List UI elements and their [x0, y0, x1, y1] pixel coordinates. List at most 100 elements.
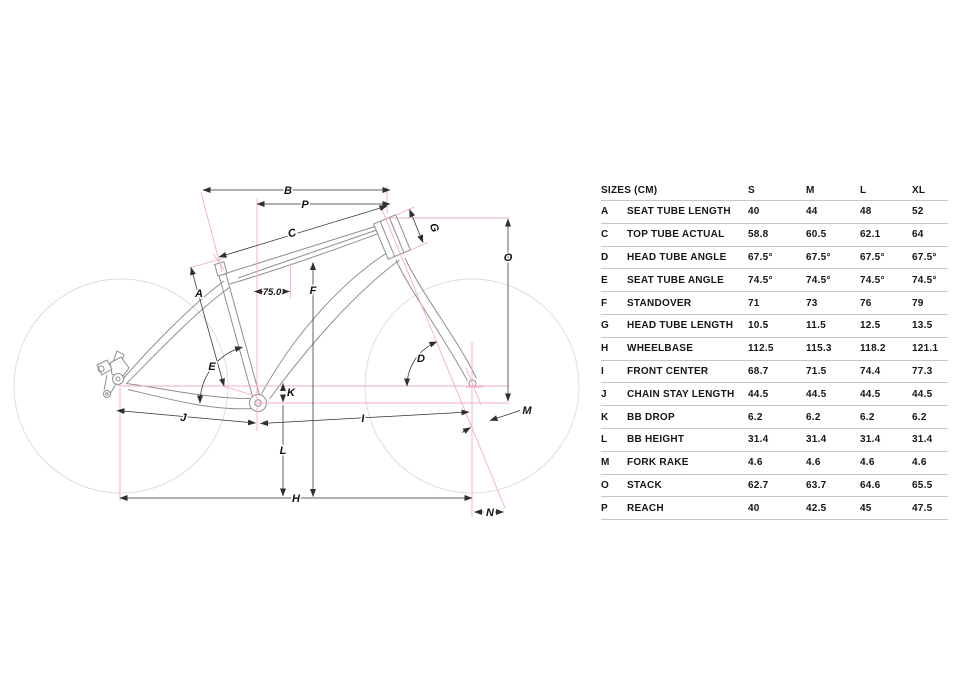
row-label: FRONT CENTER [627, 365, 709, 377]
row-value-s: 44.5 [748, 388, 769, 400]
row-key: O [601, 479, 610, 491]
label-P: P [301, 199, 309, 211]
label-B: B [284, 185, 292, 197]
row-value-l: 12.5 [860, 320, 881, 332]
row-value-m: 60.5 [806, 229, 827, 241]
head-tube-extensions [395, 206, 429, 251]
frame-outline [96, 214, 477, 412]
table-title: SIZES (CM) [601, 184, 658, 196]
table-row: O STACK 62.7 63.7 64.6 65.5 [601, 475, 948, 498]
label-L: L [280, 445, 287, 457]
row-label: FORK RAKE [627, 457, 689, 469]
row-label: REACH [627, 502, 664, 514]
dim-J-chain-stay [116, 408, 256, 426]
row-value-xl: 44.5 [912, 388, 933, 400]
row-value-xl: 13.5 [912, 320, 933, 332]
dimension-labels: B P C G A 75.0 F O E D K M J I L H N [178, 184, 534, 521]
dim-M-fork-rake-leader [489, 410, 521, 421]
row-value-xl: 67.5° [912, 251, 937, 263]
row-key: P [601, 502, 608, 514]
table-row: H WHEELBASE 112.5 115.3 118.2 121.1 [601, 338, 948, 361]
row-value-l: 4.6 [860, 457, 875, 469]
row-key: C [601, 229, 609, 241]
row-value-s: 4.6 [748, 457, 763, 469]
row-value-m: 44.5 [806, 388, 827, 400]
row-value-l: 74.4 [860, 365, 881, 377]
table-row: J CHAIN STAY LENGTH 44.5 44.5 44.5 44.5 [601, 383, 948, 407]
row-value-s: 112.5 [748, 343, 774, 355]
head-tube [372, 214, 412, 260]
row-value-xl: 52 [912, 206, 924, 218]
row-value-l: 64.6 [860, 479, 881, 491]
label-seat-angle-note: 75.0 [263, 287, 282, 298]
column-header-l: L [860, 184, 867, 196]
row-key: F [601, 297, 608, 309]
row-value-xl: 4.6 [912, 457, 927, 469]
label-O: O [504, 252, 513, 264]
label-D: D [417, 353, 425, 365]
row-label: BB DROP [627, 411, 675, 423]
row-label: CHAIN STAY LENGTH [627, 388, 735, 400]
table-row: C TOP TUBE ACTUAL 58.8 60.5 62.1 64 [601, 224, 948, 247]
row-label: STACK [627, 479, 662, 491]
row-key: G [601, 320, 610, 332]
row-value-m: 44 [806, 206, 818, 218]
row-value-s: 40 [748, 502, 760, 514]
table-row: M FORK RAKE 4.6 4.6 4.6 4.6 [601, 452, 948, 475]
row-value-s: 71 [748, 297, 760, 309]
row-value-xl: 77.3 [912, 365, 933, 377]
fork [395, 257, 477, 382]
row-value-l: 45 [860, 502, 872, 514]
row-label: BB HEIGHT [627, 434, 685, 446]
row-value-s: 6.2 [748, 411, 763, 423]
row-value-s: 62.7 [748, 479, 769, 491]
row-value-l: 31.4 [860, 434, 881, 446]
table-row: G HEAD TUBE LENGTH 10.5 11.5 12.5 13.5 [601, 315, 948, 338]
row-value-m: 63.7 [806, 479, 827, 491]
row-value-s: 31.4 [748, 434, 769, 446]
row-label: HEAD TUBE LENGTH [627, 320, 734, 332]
row-value-m: 71.5 [806, 365, 827, 377]
row-value-l: 62.1 [860, 229, 881, 241]
row-value-m: 4.6 [806, 457, 821, 469]
row-value-m: 74.5° [806, 274, 831, 286]
row-value-xl: 79 [912, 297, 924, 309]
table-body: A SEAT TUBE LENGTH 40 44 48 52 C TOP TUBE ACTUA… [601, 201, 948, 521]
table-row: E SEAT TUBE ANGLE 74.5° 74.5° 74.5° 74.5° [601, 269, 948, 293]
dim-G-head-tube-length [409, 209, 424, 243]
dimension-lines [116, 187, 521, 515]
down-tube [261, 250, 400, 400]
row-key: M [601, 457, 610, 469]
row-key: D [601, 251, 609, 263]
row-key: E [601, 274, 608, 286]
fork-rake-construction [465, 366, 483, 405]
label-K: K [287, 387, 296, 399]
table-row: K BB DROP 6.2 6.2 6.2 6.2 [601, 406, 948, 429]
table-header-row: SIZES (CM) S M L XL [601, 180, 948, 201]
row-label: SEAT TUBE ANGLE [627, 274, 725, 286]
row-key: H [601, 343, 609, 355]
label-M: M [522, 405, 532, 417]
row-key: K [601, 411, 609, 423]
top-tube [223, 223, 386, 285]
row-value-s: 68.7 [748, 365, 769, 377]
row-value-xl: 47.5 [912, 502, 933, 514]
row-label: STANDOVER [627, 297, 692, 309]
row-value-l: 67.5° [860, 251, 885, 263]
dim-C-top-tube-actual [218, 205, 388, 258]
row-label: WHEELBASE [627, 343, 694, 355]
row-value-m: 11.5 [806, 320, 826, 332]
row-label: HEAD TUBE ANGLE [627, 251, 727, 263]
row-value-s: 67.5° [748, 251, 773, 263]
dim-D-head-angle-arc [404, 341, 438, 387]
label-I: I [361, 413, 366, 425]
row-value-m: 42.5 [806, 502, 827, 514]
label-H: H [292, 493, 301, 505]
column-header-xl: XL [912, 184, 926, 196]
row-value-m: 115.3 [806, 343, 832, 355]
row-key: A [601, 206, 609, 218]
row-label: SEAT TUBE LENGTH [627, 206, 731, 218]
row-value-s: 10.5 [748, 320, 769, 332]
